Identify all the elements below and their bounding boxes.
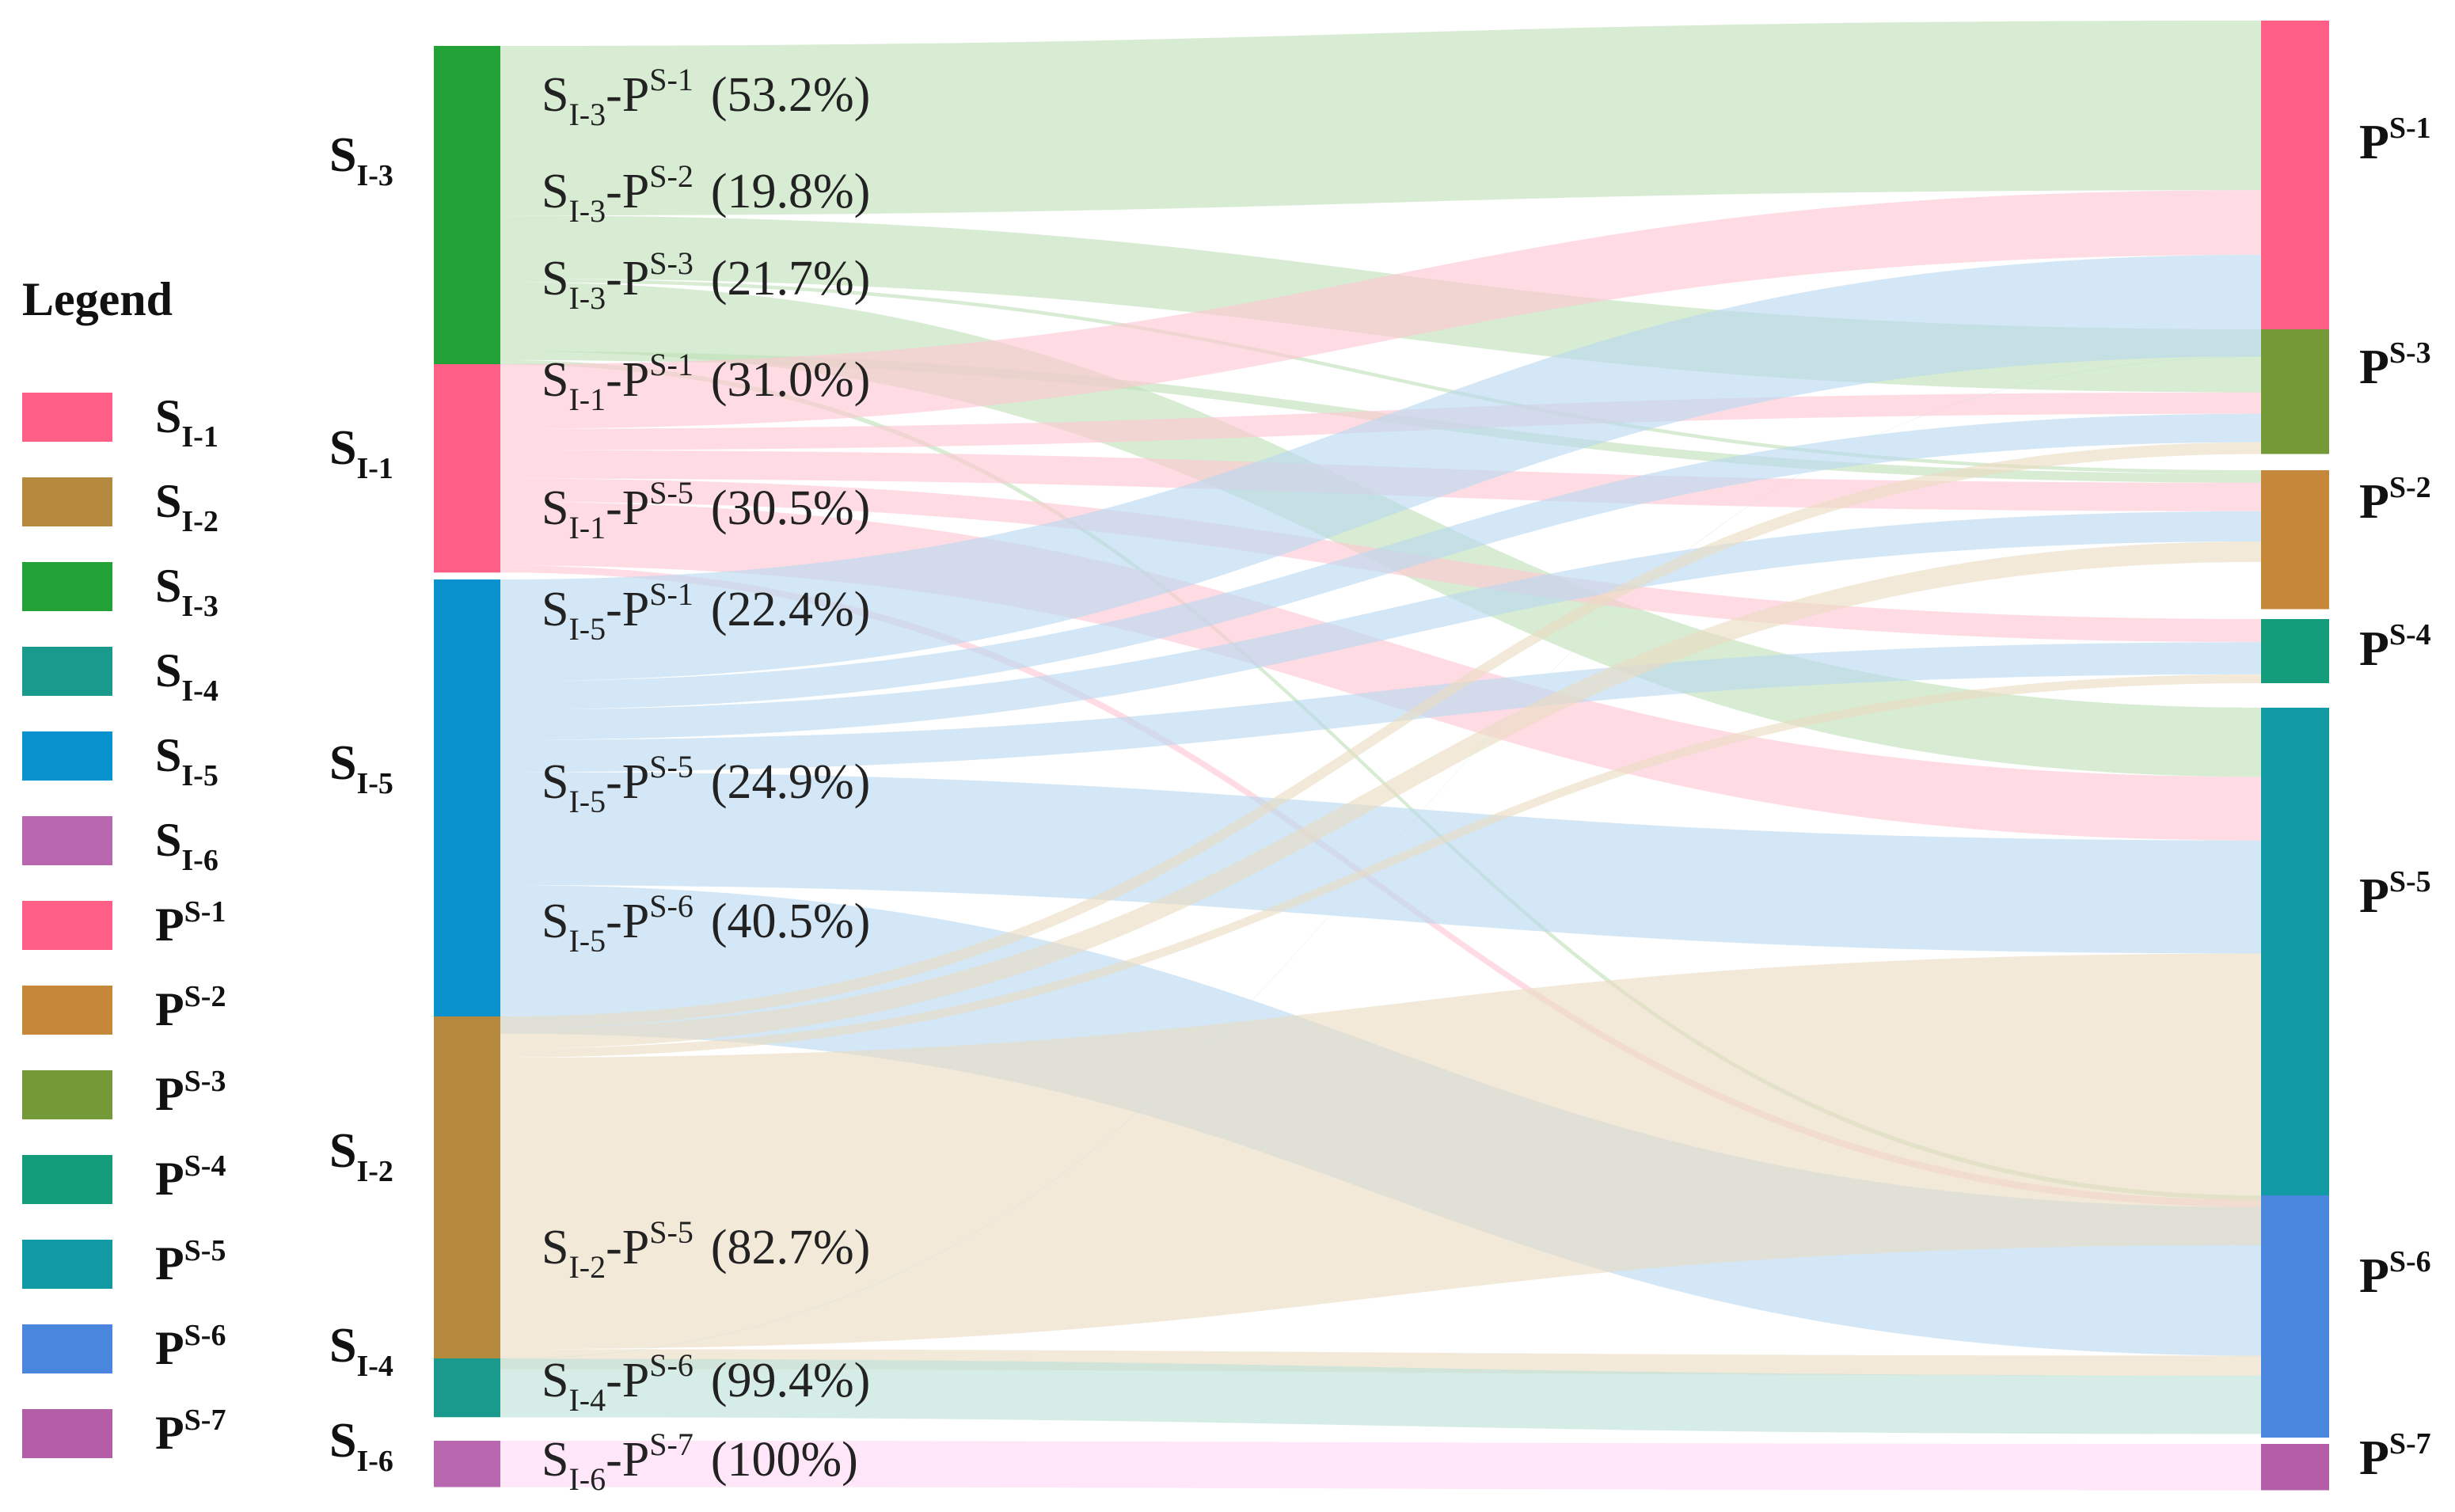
- legend-swatch-si-1: [22, 393, 112, 442]
- link-si4-ps1: [500, 356, 2261, 1359]
- link-si2-ps4: [500, 674, 2261, 1058]
- node-si4: [434, 1358, 500, 1418]
- source-label-si2: SI-2: [329, 1124, 393, 1188]
- node-si5: [434, 579, 500, 1034]
- legend-swatch-ps-2: [22, 986, 112, 1035]
- link-si2-ps2: [500, 541, 2261, 1049]
- legend-swatch-si-2: [22, 477, 112, 526]
- legend-label-si-6: SI-6: [155, 814, 219, 877]
- legend-label-si-2: SI-2: [155, 475, 219, 538]
- node-ps4: [2261, 619, 2329, 683]
- target-label-ps6: PS-6: [2359, 1245, 2431, 1303]
- flow-label-i-1-s-1: SI-1-PS-1 (31.0%): [542, 347, 870, 417]
- flow-label-i-3-s-1: SI-3-PS-1 (53.2%): [542, 62, 870, 132]
- legend-label-ps-6: PS-6: [155, 1319, 226, 1374]
- flow-label-i-1-s-5: SI-1-PS-5 (30.5%): [542, 475, 870, 545]
- source-label-si4: SI-4: [329, 1319, 393, 1383]
- flow-label-i-5-s-1: SI-5-PS-1 (22.4%): [542, 576, 870, 647]
- legend-swatch-ps-3: [22, 1070, 112, 1119]
- source-label-si6: SI-6: [329, 1414, 393, 1478]
- legend-swatch-ps-6: [22, 1324, 112, 1373]
- legend: Legend SI-1 SI-2 SI-3 SI-4 SI-5 SI-6 PS-1 PS-2 P…: [22, 273, 226, 1459]
- link-si5-ps3: [500, 413, 2261, 710]
- legend-label-si-1: SI-1: [155, 390, 219, 454]
- legend-swatch-si-4: [22, 647, 112, 696]
- labels-layer: SI-3 SI-1 SI-5 SI-2 SI-4 SI-6 PS-1 PS-3 PS-2 PS-4…: [329, 62, 2431, 1497]
- link-si1-ps1: [500, 190, 2261, 429]
- node-ps5: [2261, 708, 2329, 1221]
- legend-label-ps-4: PS-4: [155, 1149, 226, 1205]
- legend-label-si-4: SI-4: [155, 644, 219, 708]
- legend-label-ps-7: PS-7: [155, 1404, 226, 1459]
- legend-swatch-ps-7: [22, 1409, 112, 1458]
- legend-label-ps-2: PS-2: [155, 980, 226, 1035]
- link-si6-ps7: [500, 1441, 2261, 1491]
- target-label-ps5: PS-5: [2359, 865, 2431, 923]
- flow-label-i-5-s-6: SI-5-PS-6 (40.5%): [542, 888, 870, 959]
- flow-label-i-3-s-3: SI-3-PS-3 (21.7%): [542, 245, 870, 316]
- legend-label-ps-5: PS-5: [155, 1234, 226, 1290]
- nodes-layer: [434, 21, 2329, 1491]
- target-label-ps1: PS-1: [2359, 112, 2431, 169]
- node-ps3: [2261, 329, 2329, 454]
- link-si3-ps1: [500, 21, 2261, 216]
- links-layer: [500, 21, 2261, 1491]
- legend-label-si-5: SI-5: [155, 729, 219, 792]
- target-label-ps4: PS-4: [2359, 618, 2431, 676]
- legend-label-si-3: SI-3: [155, 560, 219, 623]
- flow-label-i-3-s-2: SI-3-PS-2 (19.8%): [542, 158, 870, 229]
- node-si2: [434, 1016, 500, 1370]
- target-label-ps2: PS-2: [2359, 471, 2431, 529]
- node-ps7: [2261, 1444, 2329, 1491]
- node-ps1: [2261, 21, 2329, 331]
- flow-label-i-6-s-7: SI-6-PS-7 (100%): [542, 1427, 858, 1497]
- link-si3-ps6: [500, 359, 2261, 1200]
- link-si5-ps1: [500, 254, 2261, 682]
- legend-label-ps-1: PS-1: [155, 895, 226, 951]
- link-si5-ps4: [500, 642, 2261, 773]
- flow-label-i-4-s-6: SI-4-PS-6 (99.4%): [542, 1347, 870, 1418]
- node-ps2: [2261, 470, 2329, 610]
- node-si1: [434, 364, 500, 573]
- source-label-si1: SI-1: [329, 421, 393, 485]
- legend-swatch-ps-1: [22, 901, 112, 950]
- legend-swatch-si-6: [22, 816, 112, 865]
- link-si3-ps5: [500, 282, 2261, 777]
- legend-swatch-si-3: [22, 562, 112, 611]
- legend-swatch-ps-4: [22, 1155, 112, 1204]
- flow-label-i-5-s-5: SI-5-PS-5 (24.9%): [542, 749, 870, 819]
- target-label-ps3: PS-3: [2359, 336, 2431, 394]
- legend-swatch-ps-5: [22, 1240, 112, 1289]
- source-label-si5: SI-5: [329, 736, 393, 800]
- legend-title: Legend: [22, 273, 173, 325]
- legend-label-ps-3: PS-3: [155, 1065, 226, 1120]
- flow-label-i-2-s-5: SI-2-PS-5 (82.7%): [542, 1214, 870, 1285]
- link-si4-ps6: [500, 1358, 2261, 1434]
- legend-swatch-si-5: [22, 731, 112, 781]
- link-si5-ps2: [500, 511, 2261, 740]
- source-label-si3: SI-3: [329, 128, 393, 192]
- node-ps6: [2261, 1195, 2329, 1438]
- link-si2-ps3: [500, 442, 2261, 1028]
- node-si3: [434, 46, 500, 365]
- node-si6: [434, 1441, 500, 1487]
- link-si2-ps5: [500, 953, 2261, 1350]
- link-si3-ps2: [500, 278, 2261, 474]
- target-label-ps7: PS-7: [2359, 1427, 2431, 1485]
